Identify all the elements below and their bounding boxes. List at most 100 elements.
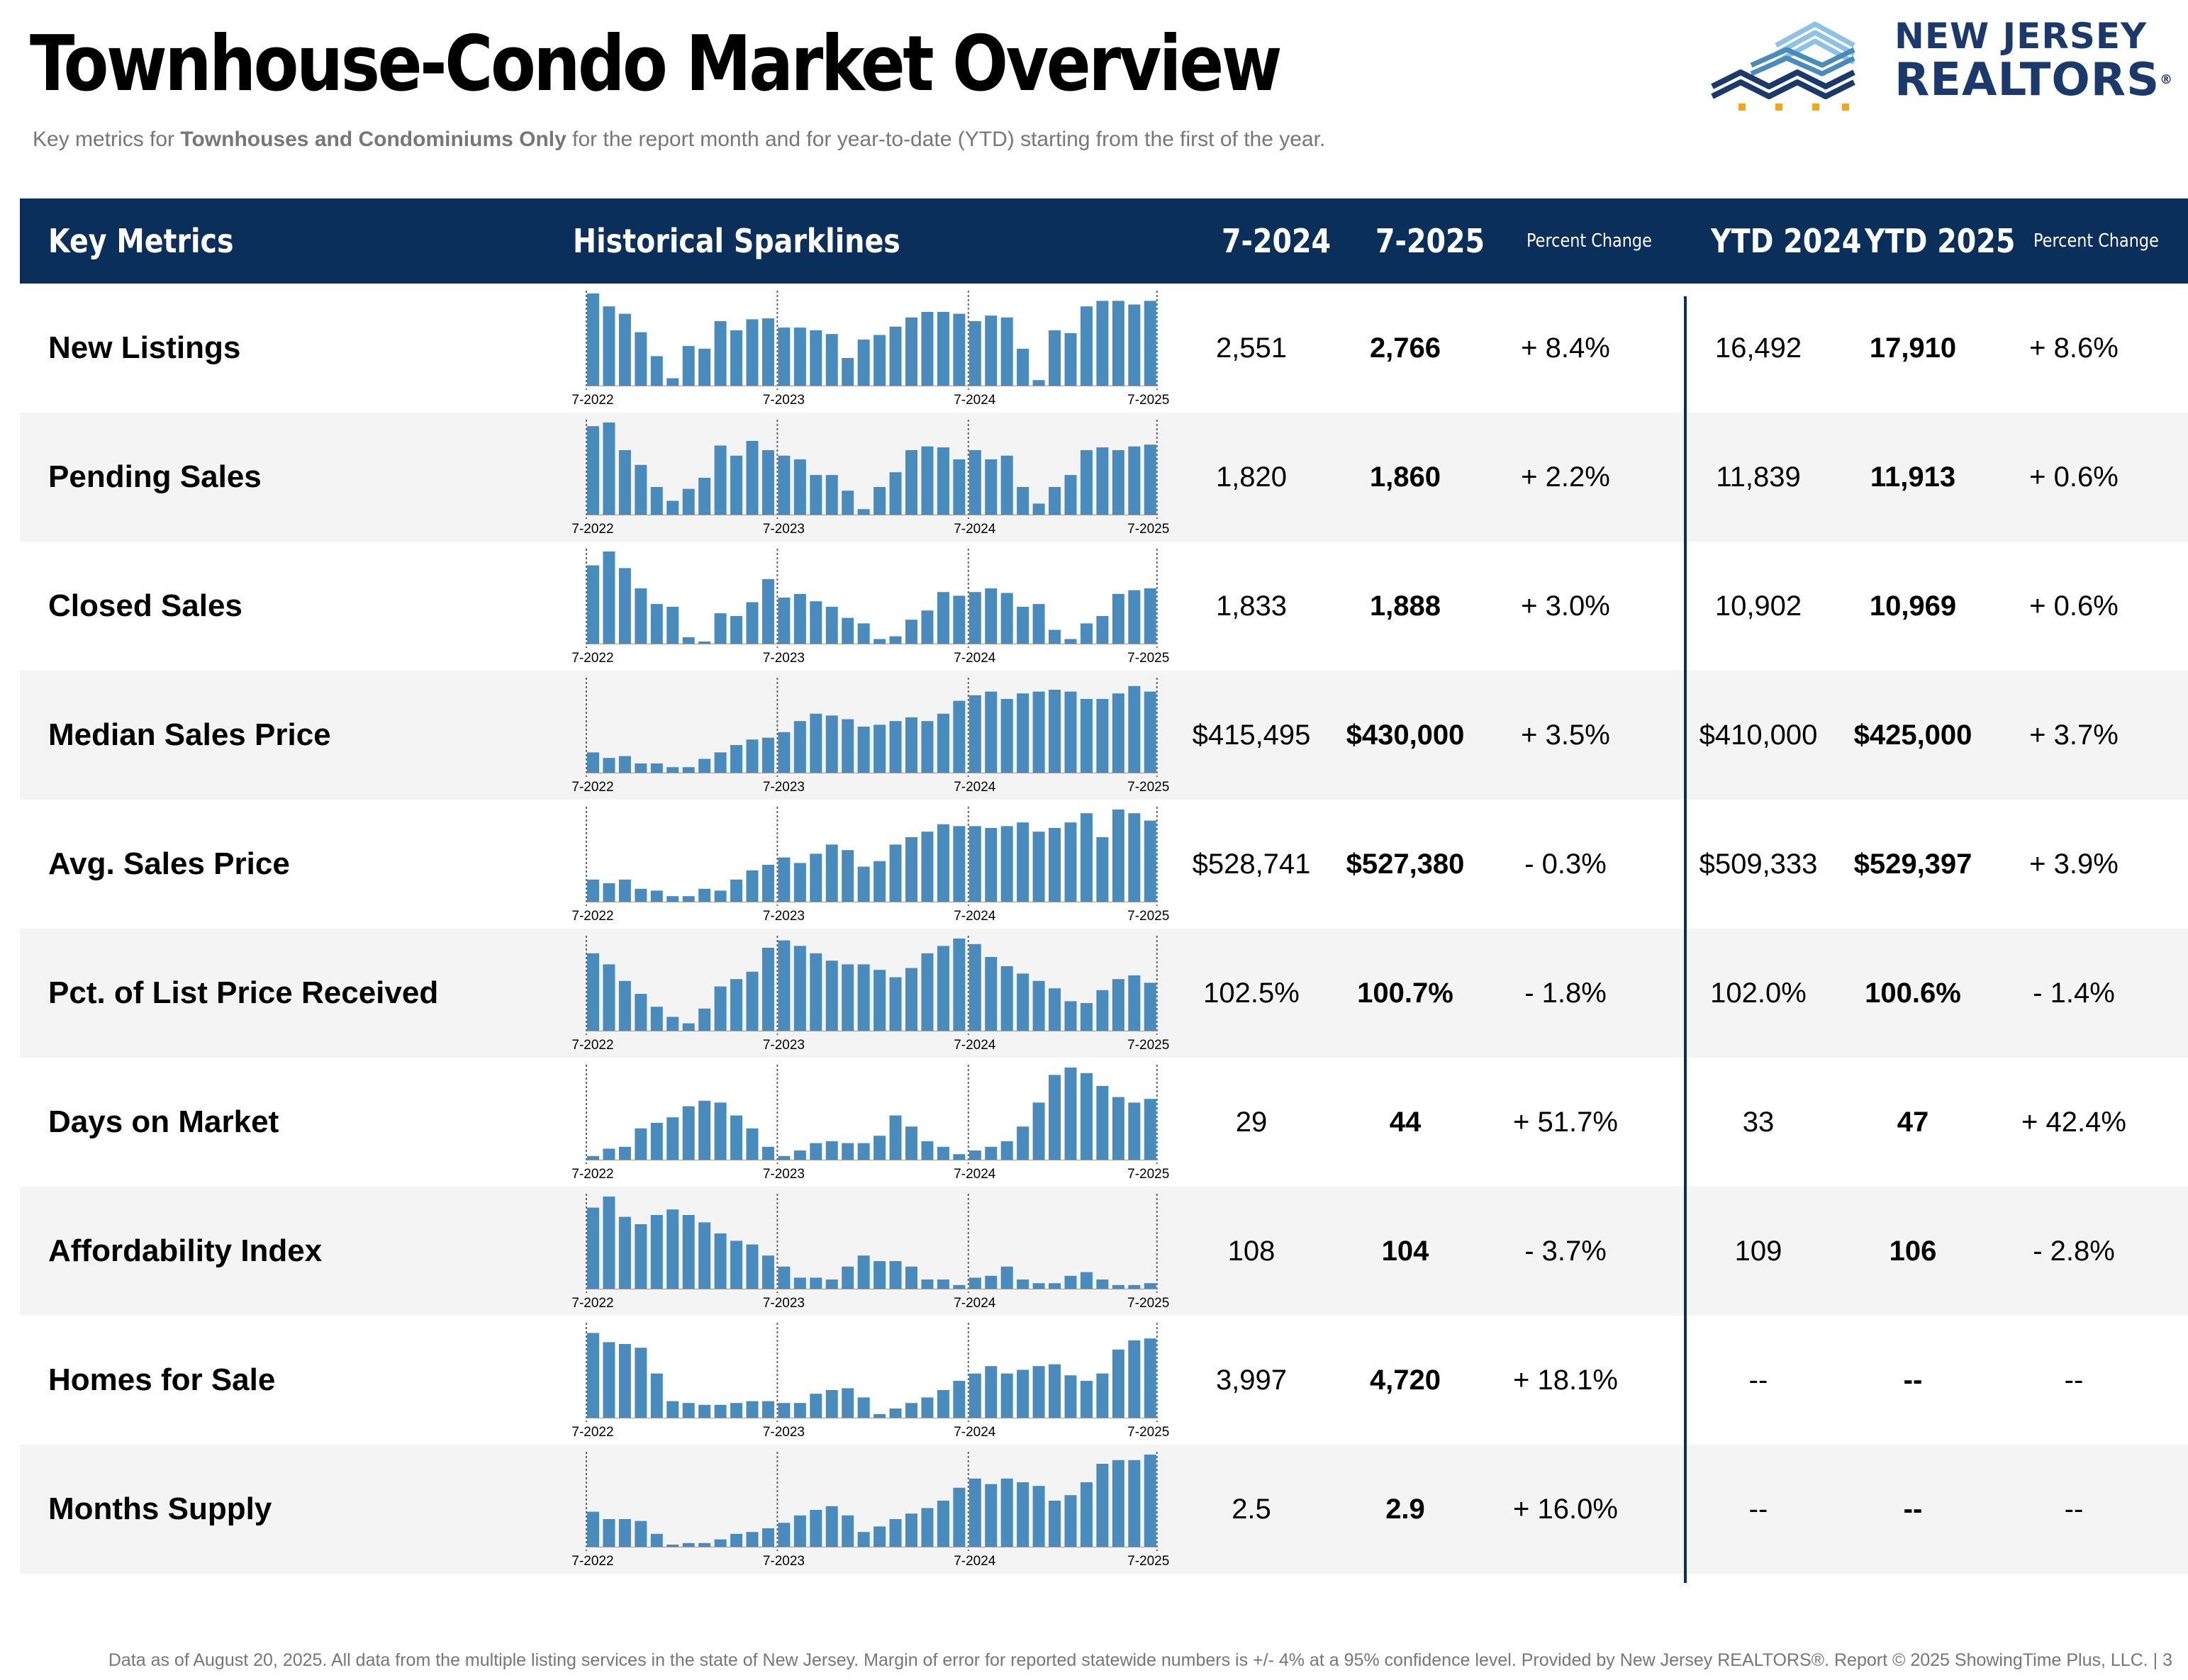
sparkline-bar — [810, 1277, 822, 1289]
sparkline-bar — [1000, 455, 1013, 515]
header-month-curr: 7-2025 — [1375, 222, 1485, 260]
sparkline-bar — [1049, 1075, 1061, 1160]
sparkline-bar — [730, 616, 743, 644]
sparkline-bar — [1064, 475, 1077, 515]
sparkline-bar — [1128, 685, 1141, 773]
table-row: Months Supply 2.5 2.9 + 16.0% -- -- -- 7-2022 7-… — [20, 1445, 2188, 1574]
sparkline-axis-label: 7-2022 — [571, 1167, 613, 1182]
sparkline-bar — [666, 1401, 679, 1418]
sparkline-bar — [1144, 1338, 1156, 1418]
sparkline-bar — [698, 349, 711, 386]
sparkline-axis-label: 7-2024 — [954, 909, 996, 924]
sparkline-bar — [1064, 691, 1077, 773]
sparkline-axis-label: 7-2023 — [763, 522, 805, 537]
value-month-pct: - 0.3% — [1524, 849, 1607, 880]
sparkline-bar — [635, 1348, 647, 1418]
sparkline-bar — [985, 1366, 998, 1418]
sparkline-axis-label: 7-2025 — [1127, 1425, 1169, 1440]
value-month-curr: $527,380 — [1346, 849, 1465, 880]
sparkline-bar — [873, 1261, 886, 1289]
metric-label: Months Supply — [48, 1491, 272, 1526]
logo: NEW JERSEY REALTORS® — [1709, 16, 2172, 115]
table-row: New Listings 2,551 2,766 + 8.4% 16,492 17,910… — [20, 284, 2188, 413]
sparkline-bar — [635, 464, 647, 515]
sparkline-bar — [937, 824, 949, 902]
sparkline-bar — [921, 610, 934, 644]
metric-label: Affordability Index — [48, 1233, 323, 1268]
sparkline-bar — [698, 1542, 711, 1547]
sparkline-bar — [1096, 1373, 1109, 1418]
value-ytd-pct: + 0.6% — [2029, 590, 2119, 622]
metric-label: Avg. Sales Price — [48, 846, 290, 881]
value-month-prev: $415,495 — [1192, 719, 1311, 751]
value-month-curr: 44 — [1389, 1107, 1422, 1138]
sparkline-bar — [698, 478, 711, 515]
sparkline-bar — [730, 330, 743, 386]
sparkline-bar — [969, 1373, 981, 1418]
sparkline-bar — [1032, 691, 1045, 773]
sparkline-bar — [953, 1487, 966, 1547]
sparkline-bar — [698, 1100, 711, 1160]
sparkline-bar — [985, 957, 998, 1031]
sparkline-bar — [1128, 1460, 1141, 1547]
sparkline-bar — [1032, 1366, 1045, 1418]
sparkline-bar — [1032, 831, 1045, 902]
sparkline-bar — [587, 1333, 599, 1418]
sparkline-bar — [921, 953, 934, 1031]
sparkline-bar — [969, 1150, 981, 1160]
sparkline-axis-label: 7-2025 — [1127, 651, 1169, 666]
sparkline-bar — [1032, 1102, 1045, 1160]
logo-line1: NEW JERSEY — [1894, 16, 2148, 57]
sparkline-bar — [921, 446, 934, 515]
sparkline-bar — [778, 940, 791, 1031]
sparkline-bar — [587, 1207, 599, 1289]
sparkline-bar — [825, 334, 838, 386]
sparkline-bar — [761, 1146, 774, 1160]
sparkline-bar — [650, 487, 663, 515]
value-ytd-curr: 10,969 — [1869, 590, 1957, 622]
sparkline-bar — [618, 1146, 631, 1160]
sparkline-bar — [618, 980, 631, 1031]
sparkline-bar — [905, 450, 917, 515]
sparkline-chart: 7-2022 7-2023 7-2024 7-2025 — [571, 1065, 1169, 1182]
sparkline-bar — [842, 1143, 854, 1160]
sparkline-bar — [969, 1277, 981, 1289]
sparkline-bar — [842, 358, 854, 386]
sparkline-bar — [1144, 1455, 1156, 1547]
sparkline-bar — [857, 1397, 870, 1418]
sparkline-bar — [650, 356, 663, 386]
sparkline-bar — [698, 642, 711, 644]
sparkline-axis-label: 7-2024 — [954, 393, 996, 408]
sparkline-bar — [953, 1154, 966, 1160]
sparkline-bar — [618, 568, 631, 644]
sparkline-axis-label: 7-2023 — [763, 651, 805, 666]
sparkline-bar — [603, 758, 615, 773]
sparkline-bar — [1000, 593, 1013, 644]
sparkline-bar — [857, 1143, 870, 1160]
sparkline-bar — [937, 1279, 949, 1289]
sparkline-bar — [969, 1478, 981, 1547]
sparkline-bar — [810, 1510, 822, 1547]
sparkline-bar — [778, 732, 791, 773]
sparkline-bar — [953, 459, 966, 515]
sparkline-bar — [1064, 639, 1077, 644]
sparkline-bar — [1128, 446, 1141, 515]
sparkline-bar — [937, 1390, 949, 1418]
sparkline-bar — [953, 595, 966, 644]
sparkline-axis-label: 7-2025 — [1127, 780, 1169, 795]
sparkline-axis-label: 7-2024 — [954, 1425, 996, 1440]
sparkline-bar — [842, 719, 854, 773]
sparkline-bar — [921, 831, 934, 902]
value-ytd-prev: 109 — [1734, 1236, 1782, 1267]
metric-label: Closed Sales — [48, 588, 242, 623]
sparkline-bar — [969, 826, 981, 902]
sparkline-axis-label: 7-2022 — [571, 909, 613, 924]
sparkline-bar — [587, 879, 599, 902]
value-month-prev: 102.5% — [1203, 978, 1300, 1009]
value-ytd-prev: 11,839 — [1716, 461, 1801, 493]
sparkline-bar — [1049, 690, 1061, 773]
sparkline-bar — [618, 756, 631, 773]
sparkline-bar — [1096, 1464, 1109, 1547]
sparkline-bar — [635, 888, 647, 902]
sparkline-bar — [793, 863, 806, 902]
